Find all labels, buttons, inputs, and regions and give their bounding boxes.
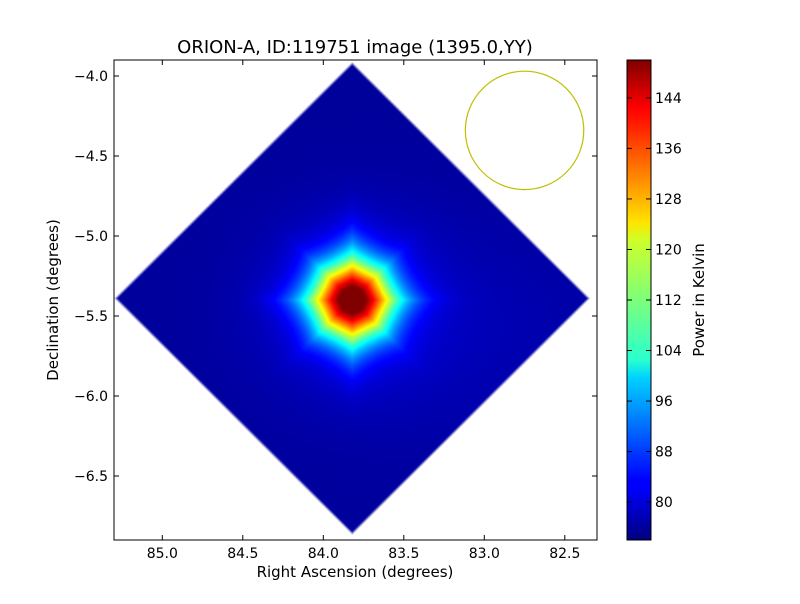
heatmap-raster (114, 60, 597, 540)
colorbar-tick-label: 96 (655, 394, 673, 410)
x-tick-label: 84.0 (308, 546, 339, 562)
beam-circle (464, 70, 585, 191)
colorbar-tick-label: 128 (655, 192, 682, 208)
x-tick-label: 84.5 (227, 546, 258, 562)
y-tick-label: −6.5 (74, 469, 108, 485)
colorbar-axis: 80 88 96 104 112 120 128 136 144 (627, 91, 682, 511)
y-tick-label: −4.0 (74, 69, 108, 85)
y-tick-label: −5.0 (74, 229, 108, 245)
colorbar-tick-label: 112 (655, 293, 682, 309)
y-tick-label: −5.5 (74, 309, 108, 325)
colorbar-label: Power in Kelvin (690, 243, 708, 357)
colorbar-tick-label: 88 (655, 445, 673, 461)
y-axis: −4.0 −4.5 −5.0 −5.5 −6.0 −6.5 (74, 69, 597, 485)
y-tick-label: −4.5 (74, 149, 108, 165)
x-tick-label: 83.5 (388, 546, 419, 562)
colorbar-tick-label: 136 (655, 141, 682, 157)
x-axis-label: Right Ascension (degrees) (257, 563, 454, 581)
chart-title: ORION-A, ID:119751 image (1395.0,YY) (177, 37, 533, 58)
plot-frame (113, 59, 598, 541)
y-axis-label: Declination (degrees) (44, 219, 62, 381)
colorbar-tick-label: 144 (655, 91, 682, 107)
x-axis: 85.0 84.5 84.0 83.5 83.0 82.5 (147, 60, 580, 562)
colorbar-tick-label: 80 (655, 495, 673, 511)
colorbar-tick-label: 104 (655, 344, 682, 360)
x-tick-label: 85.0 (147, 546, 178, 562)
y-tick-label: −6.0 (74, 389, 108, 405)
colorbar-tick-label: 120 (655, 242, 682, 258)
x-tick-label: 82.5 (549, 546, 580, 562)
x-tick-label: 83.0 (469, 546, 500, 562)
heatmap-image (114, 60, 597, 540)
